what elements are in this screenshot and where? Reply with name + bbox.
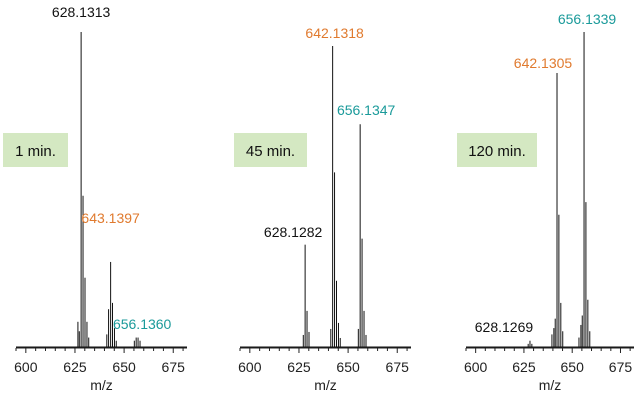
peak-annotation: 628.1313 (52, 4, 111, 20)
x-tick-label: 650 (336, 359, 360, 375)
x-tick-label: 625 (63, 359, 87, 375)
peak-annotation: 642.1318 (305, 25, 364, 41)
time-label-box: 45 min. (234, 133, 307, 167)
x-tick-label: 600 (238, 359, 262, 375)
spectrum-panel-2: 45 min. 600 625 650 675 m/z 642.1318 656.1347 62… (234, 25, 411, 393)
x-tick-label: 675 (609, 359, 633, 375)
time-label-box: 120 min. (457, 133, 537, 167)
time-label-background (234, 133, 307, 167)
x-axis-label: m/z (90, 377, 113, 393)
time-label-background (3, 133, 68, 167)
x-tick-label: 650 (112, 359, 136, 375)
peak-annotation: 643.1397 (81, 210, 140, 226)
time-label: 45 min. (246, 143, 295, 160)
spectrum-panel-3: 120 min. 600 625 650 675 m/z 656.1339 642.1305 6… (457, 11, 634, 393)
peak-annotation: 656.1347 (337, 102, 396, 118)
x-tick-label: 625 (287, 359, 311, 375)
peak-annotation: 628.1269 (475, 319, 534, 335)
peak-annotation: 656.1360 (113, 316, 172, 332)
time-label: 1 min. (15, 143, 56, 160)
spectrum-panel-1: 1 min. 600 625 650 675 m/z 628.1313 643.1397 656… (3, 4, 187, 393)
x-axis-label: m/z (539, 377, 562, 393)
time-label-box: 1 min. (3, 133, 68, 167)
x-tick-label: 675 (386, 359, 410, 375)
time-label-background (457, 133, 537, 167)
peak-annotation: 628.1282 (264, 224, 323, 240)
peak-annotation: 642.1305 (514, 55, 573, 71)
peak-annotation: 656.1339 (558, 11, 617, 27)
x-tick-label: 625 (512, 359, 536, 375)
time-label: 120 min. (468, 143, 526, 160)
x-tick-label: 650 (561, 359, 585, 375)
x-axis-label: m/z (314, 377, 337, 393)
x-tick-label: 675 (162, 359, 186, 375)
x-tick-label: 600 (14, 359, 38, 375)
x-tick-label: 600 (464, 359, 488, 375)
